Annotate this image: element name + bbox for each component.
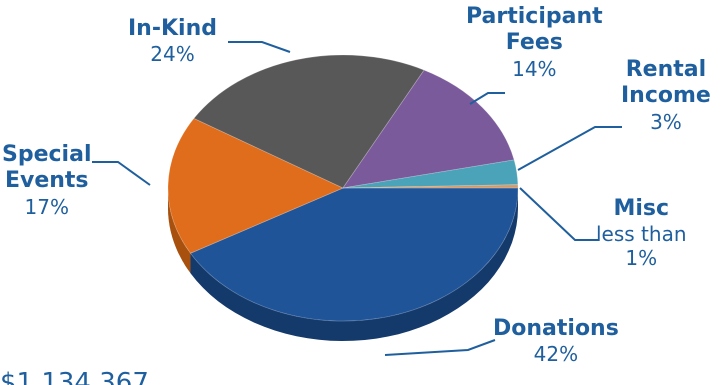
label-in-kind: In-Kind 24%	[128, 16, 217, 66]
label-participant-fees-line2: Fees	[505, 30, 563, 56]
slice-side-special-events	[168, 188, 191, 274]
label-donations-pct: 42%	[533, 342, 579, 367]
label-special-events: Special Events 17%	[2, 142, 91, 219]
slice-rental-income	[342, 159, 519, 189]
slice-side-donations	[190, 188, 518, 341]
label-rental-income-pct: 3%	[650, 109, 682, 134]
label-special-events-line1: Special	[2, 142, 92, 167]
label-donations-name: Donations	[493, 316, 619, 341]
label-special-events-line2: Events	[4, 168, 89, 194]
slice-donations	[189, 187, 519, 322]
total-amount: $1,134,367	[0, 368, 149, 385]
label-misc-pct-line1: less than	[596, 222, 687, 247]
label-misc: Misc less than 1%	[596, 196, 687, 270]
slice-participant-fees	[342, 69, 515, 189]
label-in-kind-name: In-Kind	[128, 16, 217, 41]
label-rental-income-line1: Rental	[625, 57, 707, 82]
label-participant-fees: Participant Fees 14%	[466, 4, 603, 81]
label-rental-income: Rental Income 3%	[621, 57, 711, 134]
label-participant-fees-pct: 14%	[512, 56, 557, 81]
leader-line-misc	[519, 187, 598, 241]
label-misc-name: Misc	[613, 196, 670, 221]
slice-misc	[342, 184, 519, 189]
leader-line-in-kind	[228, 41, 291, 53]
label-rental-income-line2: Income	[621, 83, 711, 109]
label-misc-pct-line2: 1%	[625, 246, 658, 271]
slice-special-events	[167, 117, 344, 254]
label-participant-fees-line1: Participant	[466, 4, 603, 29]
slice-in-kind	[193, 54, 425, 189]
leader-line-participant-fees	[469, 92, 505, 105]
label-in-kind-pct: 24%	[150, 42, 195, 67]
leader-line-rental-income	[517, 126, 622, 171]
label-special-events-pct: 17%	[24, 194, 69, 219]
leader-line-special-events	[92, 161, 151, 186]
label-donations: Donations 42%	[493, 316, 619, 366]
leader-line-donations	[384, 339, 496, 356]
